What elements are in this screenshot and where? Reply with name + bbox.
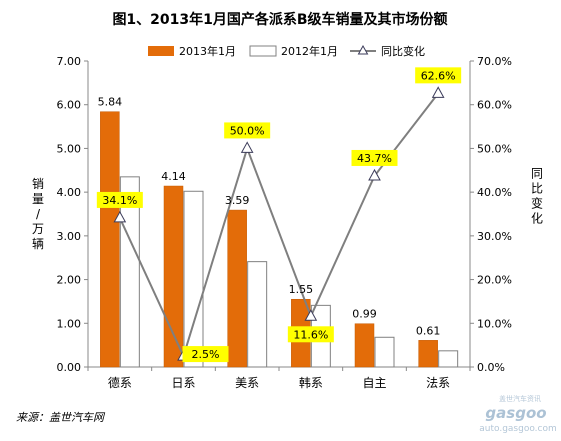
pct-label: 43.7% — [357, 152, 392, 165]
watermark-tagline: 盖世汽车资讯 — [499, 394, 541, 403]
y-right-tick-label: 0.0% — [477, 361, 505, 374]
y-right-tick-label: 20.0% — [477, 274, 512, 287]
watermark-logo: gasgoo — [485, 404, 546, 422]
bar-2012 — [374, 336, 395, 368]
y-right-tick-label: 50.0% — [477, 142, 512, 155]
bar-value-label: 5.84 — [98, 96, 123, 109]
vertical-label-char: 比 — [531, 182, 543, 196]
y-left-tick-label: 1.00 — [57, 317, 82, 330]
bar-value-label: 1.55 — [289, 283, 314, 296]
pct-label: 50.0% — [230, 124, 265, 137]
bar-2013 — [100, 111, 120, 368]
pct-label: 11.6% — [293, 328, 328, 341]
bar-value-label: 3.59 — [225, 194, 250, 207]
watermark-url: auto.gasgoo.com — [479, 424, 557, 434]
line-marker-triangle — [240, 141, 254, 153]
x-tick-label: 德系 — [108, 375, 132, 390]
y-left-tick-label: 4.00 — [57, 186, 82, 199]
pct-label-bg — [415, 67, 462, 84]
y-axis-right-label: 同比变化 — [531, 167, 543, 226]
vertical-label-char: 万 — [32, 222, 44, 236]
y-left-tick-label: 2.00 — [57, 274, 82, 287]
pct-label-bg — [96, 191, 143, 208]
x-tick-label: 自主 — [362, 376, 386, 390]
bar-value-label: 0.99 — [352, 308, 377, 321]
source-note: 来源：盖世汽车网 — [16, 411, 106, 424]
x-tick-label: 美系 — [235, 376, 259, 390]
y-left-tick-label: 7.00 — [57, 55, 82, 68]
bar-2013 — [418, 340, 438, 368]
pct-label-bg — [351, 149, 398, 166]
y-right-tick-label: 40.0% — [477, 186, 512, 199]
legend-label-2012: 2012年1月 — [281, 44, 338, 58]
y-right-tick-label: 10.0% — [477, 317, 512, 330]
bar-2012 — [183, 190, 204, 368]
legend-swatch-2012 — [249, 45, 277, 57]
x-tick-label: 日系 — [171, 376, 195, 390]
line-marker-triangle — [431, 86, 445, 98]
line-marker-triangle — [304, 309, 318, 321]
bar-2012 — [247, 261, 268, 368]
line-marker-triangle — [113, 210, 127, 223]
legend-swatch-marker — [357, 44, 369, 55]
vertical-label-char: 同 — [531, 167, 543, 181]
line-layer — [113, 86, 445, 361]
legend-label-yoy: 同比变化 — [381, 44, 425, 58]
vertical-label-char: 变 — [531, 196, 543, 211]
bars — [100, 111, 459, 368]
y-right-tick-label: 30.0% — [477, 230, 512, 243]
gasgoo-watermark: 盖世汽车资讯 gasgoo auto.gasgoo.com — [479, 394, 557, 434]
vertical-label-char: 量 — [32, 192, 44, 206]
bar-2013 — [163, 185, 184, 368]
pct-label: 62.6% — [421, 69, 456, 82]
y-left-tick-label: 5.00 — [57, 142, 82, 155]
bar-2012 — [119, 176, 140, 368]
bar-value-label: 4.14 — [161, 170, 186, 183]
y-left-tick-label: 0.00 — [57, 361, 82, 374]
pct-label-bg — [224, 122, 271, 139]
bar-2013 — [227, 209, 247, 368]
pct-label-bg — [287, 326, 334, 343]
legend-label-2013: 2013年1月 — [179, 44, 236, 58]
y-left-tick-label: 6.00 — [57, 99, 82, 112]
legend-swatch-2013 — [148, 46, 174, 56]
vertical-label-char: 辆 — [32, 237, 44, 251]
vertical-label-char: 销 — [32, 177, 44, 191]
axes: 0.00 0.0% 1.00 10.0% 2.00 20.0% 3.00 30.0% 4.00 4… — [57, 55, 512, 390]
y-left-tick-label: 3.00 — [57, 230, 82, 243]
y-right-tick-label: 60.0% — [477, 99, 512, 112]
data-labels: 5.84 4.14 3.59 1.55 0.99 0.61 34.1% 2.5% 50.0% 11… — [96, 67, 462, 363]
y-right-tick-label: 70.0% — [477, 55, 512, 68]
vertical-label-char: / — [36, 207, 41, 221]
pct-label-bg — [182, 346, 229, 363]
pct-label: 34.1% — [102, 194, 137, 207]
x-tick-label: 法系 — [426, 376, 450, 390]
x-tick-label: 韩系 — [299, 375, 323, 390]
chart-title: 图1、2013年1月国产各派系B级车销量及其市场份额 — [112, 11, 447, 28]
legend: 2013年1月 2012年1月 同比变化 — [148, 44, 425, 58]
y-axis-left-label: 销量/万辆 — [32, 177, 44, 251]
bar-value-label: 0.61 — [416, 324, 441, 337]
line-marker-triangle — [368, 168, 381, 181]
pct-label: 2.5% — [192, 348, 220, 361]
vertical-label-char: 化 — [531, 212, 543, 226]
bar-2012 — [438, 350, 459, 368]
bar-2013 — [354, 323, 375, 368]
